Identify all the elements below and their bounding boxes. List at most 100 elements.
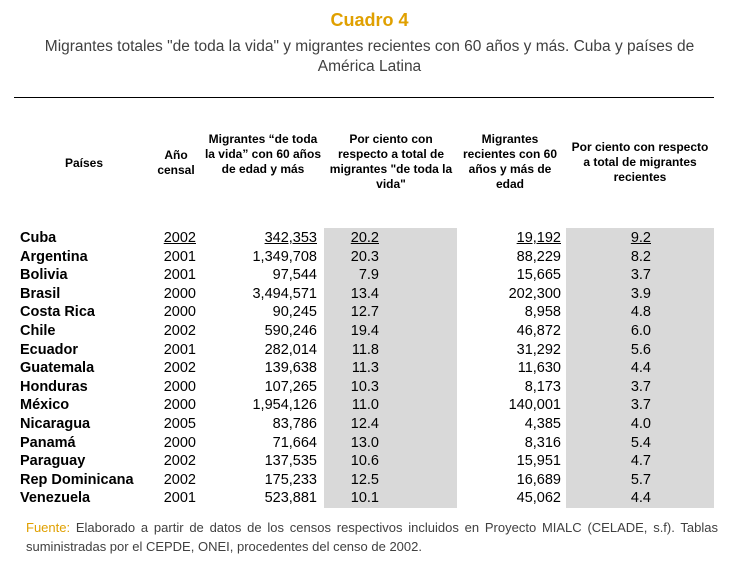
cell-pct-recent: 9.2 xyxy=(630,230,651,246)
footnote-text: Elaborado a partir de datos de los censo… xyxy=(26,520,718,554)
cell-country: Nicaragua xyxy=(20,415,91,432)
cell-year: 2002 xyxy=(163,230,196,246)
cell-year: 2000 xyxy=(163,378,196,395)
cell-year: 2005 xyxy=(163,415,196,432)
cell-country: Argentina xyxy=(20,248,88,265)
cell-lifetime: 342,353 xyxy=(264,230,317,246)
cell-recent: 11,630 xyxy=(517,360,561,377)
cell-recent: 16,689 xyxy=(516,471,561,488)
cell-pct-lifetime: 11.8 xyxy=(351,341,379,358)
table-row: Bolivia 2001 97,544 7.9 15,665 3.7 xyxy=(0,266,739,285)
cell-country: Venezuela xyxy=(20,490,91,507)
cell-pct-lifetime: 12.4 xyxy=(350,415,379,432)
cell-lifetime: 97,544 xyxy=(272,267,317,284)
cell-lifetime: 71,664 xyxy=(272,434,317,451)
cell-year: 2002 xyxy=(163,360,196,377)
table-subtitle: Migrantes totales "de toda la vida" y mi… xyxy=(44,38,695,75)
cell-country: Bolivia xyxy=(20,267,68,284)
cell-country: Rep Dominicana xyxy=(20,471,134,488)
cell-year: 2001 xyxy=(163,490,196,507)
table-row: Chile 2002 590,246 19.4 46,872 6.0 xyxy=(0,322,739,341)
cell-pct-recent: 4.8 xyxy=(630,304,651,321)
cell-recent: 15,951 xyxy=(516,453,561,470)
cell-lifetime: 523,881 xyxy=(264,490,317,507)
cell-pct-lifetime: 10.1 xyxy=(350,490,379,507)
cell-lifetime: 1,349,708 xyxy=(252,248,317,265)
cell-pct-lifetime: 13.0 xyxy=(350,434,379,451)
cell-lifetime: 1,954,126 xyxy=(252,397,317,414)
table-body: Cuba 2002 342,353 20.2 19,192 9.2 Argentina 200… xyxy=(0,229,739,508)
cell-country: Costa Rica xyxy=(20,304,95,321)
cell-country: Ecuador xyxy=(20,341,79,358)
table-row: Brasil 2000 3,494,571 13.4 202,300 3.9 xyxy=(0,285,739,304)
table-row: Ecuador 2001 282,014 11.8 31,292 5.6 xyxy=(0,341,739,360)
cell-pct-lifetime: 11.3 xyxy=(351,360,379,377)
header-country: Países xyxy=(64,156,104,170)
cell-recent: 8,316 xyxy=(524,434,561,451)
cell-year: 2001 xyxy=(163,341,196,358)
cell-pct-recent: 4.0 xyxy=(630,415,651,432)
cell-lifetime: 90,245 xyxy=(272,304,317,321)
cell-pct-recent: 3.7 xyxy=(630,267,651,284)
cell-lifetime: 175,233 xyxy=(264,471,317,488)
header-pct-lifetime: Por ciento con respecto a total de migra… xyxy=(329,132,453,191)
source-footnote: Fuente: Elaborado a partir de datos de l… xyxy=(26,518,718,556)
cell-recent: 31,292 xyxy=(516,341,561,358)
table-row: Costa Rica 2000 90,245 12.7 8,958 4.8 xyxy=(0,303,739,322)
cell-country: Guatemala xyxy=(20,360,95,377)
cell-lifetime: 590,246 xyxy=(264,322,317,339)
cell-pct-recent: 3.7 xyxy=(630,397,651,414)
cell-pct-lifetime: 12.5 xyxy=(350,471,379,488)
cell-country: México xyxy=(20,397,70,414)
cell-pct-lifetime: 12.7 xyxy=(350,304,379,321)
cell-pct-lifetime: 11.0 xyxy=(351,397,379,414)
cell-pct-recent: 5.6 xyxy=(630,341,651,358)
cell-year: 2000 xyxy=(163,397,196,414)
cell-year: 2000 xyxy=(163,285,196,302)
cell-recent: 140,001 xyxy=(508,397,561,414)
cell-pct-lifetime: 10.3 xyxy=(350,378,379,395)
cell-country: Honduras xyxy=(20,378,88,395)
table-row: México 2000 1,954,126 11.0 140,001 3.7 xyxy=(0,396,739,415)
cell-pct-recent: 3.9 xyxy=(630,285,651,302)
cell-pct-recent: 6.0 xyxy=(630,322,651,339)
header-recent-migrants: Migrantes recientes con 60 años y más de… xyxy=(462,132,558,191)
cell-pct-recent: 5.7 xyxy=(630,471,651,488)
cell-pct-recent: 8.2 xyxy=(630,248,651,265)
cell-year: 2001 xyxy=(163,267,196,284)
cell-year: 2002 xyxy=(163,471,196,488)
cell-pct-lifetime: 19.4 xyxy=(350,322,379,339)
cell-pct-recent: 4.7 xyxy=(630,453,651,470)
cell-pct-recent: 4.4 xyxy=(630,490,651,507)
table-row: Guatemala 2002 139,638 11.3 11,630 4.4 xyxy=(0,359,739,378)
header-lifetime-migrants: Migrantes “de toda la vida” con 60 años … xyxy=(204,132,322,176)
pct-lifetime-column-shading xyxy=(324,228,457,508)
header-rule xyxy=(14,97,714,98)
table-row: Venezuela 2001 523,881 10.1 45,062 4.4 xyxy=(0,489,739,508)
table-row: Cuba 2002 342,353 20.2 19,192 9.2 xyxy=(0,229,739,248)
cell-country: Chile xyxy=(20,322,56,339)
cell-recent: 15,665 xyxy=(516,267,561,284)
cell-recent: 4,385 xyxy=(524,415,561,432)
footnote-label: Fuente: xyxy=(26,520,71,535)
header-year: Año censal xyxy=(157,148,195,177)
cell-year: 2002 xyxy=(163,322,196,339)
pct-recent-column-shading xyxy=(566,228,714,508)
table-row: Honduras 2000 107,265 10.3 8,173 3.7 xyxy=(0,378,739,397)
cell-country: Cuba xyxy=(20,230,57,246)
cell-recent: 8,173 xyxy=(524,378,561,395)
cell-lifetime: 139,638 xyxy=(264,360,317,377)
cell-year: 2001 xyxy=(163,248,196,265)
cell-country: Paraguay xyxy=(20,453,86,470)
cell-year: 2000 xyxy=(163,304,196,321)
cell-recent: 8,958 xyxy=(524,304,561,321)
cell-recent: 45,062 xyxy=(516,490,561,507)
table-row: Panamá 2000 71,664 13.0 8,316 5.4 xyxy=(0,434,739,453)
cell-recent: 202,300 xyxy=(508,285,561,302)
cell-recent: 19,192 xyxy=(516,230,561,246)
cell-lifetime: 3,494,571 xyxy=(252,285,317,302)
cell-pct-lifetime: 20.2 xyxy=(350,230,379,246)
table-row: Argentina 2001 1,349,708 20.3 88,229 8.2 xyxy=(0,248,739,267)
header-pct-recent: Por ciento con respecto a total de migra… xyxy=(571,140,709,184)
cell-country: Brasil xyxy=(20,285,61,302)
